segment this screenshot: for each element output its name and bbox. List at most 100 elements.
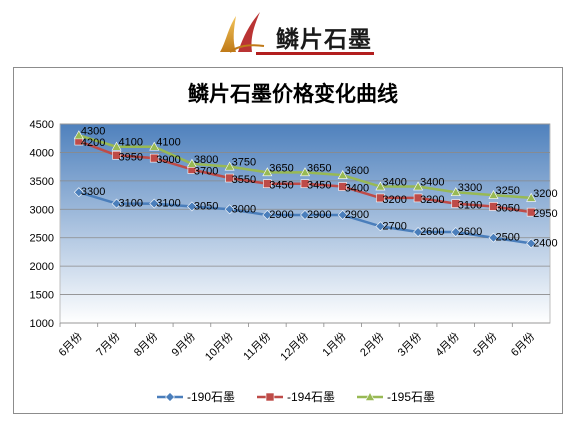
brand-header: 鳞片石墨 <box>0 0 575 62</box>
data-point <box>186 201 197 212</box>
data-label: 2900 <box>269 209 293 221</box>
data-point <box>375 181 386 191</box>
data-point <box>299 167 311 177</box>
brand-underline <box>256 52 374 55</box>
data-label: 2600 <box>458 226 482 238</box>
x-tick-label: 12月份 <box>278 330 311 363</box>
chart-legend: -190石墨 -194石墨 -195石墨 <box>157 390 435 404</box>
data-point <box>112 150 121 160</box>
data-label: 2900 <box>345 209 369 221</box>
brand-name: 鳞片石墨 <box>276 26 372 53</box>
data-label: 2700 <box>382 220 406 232</box>
data-label: 4100 <box>156 137 180 149</box>
data-label: 3650 <box>307 162 331 174</box>
x-tick-label: 5月份 <box>471 330 500 359</box>
data-point <box>300 179 310 188</box>
data-label: 2500 <box>495 232 519 244</box>
data-point <box>376 193 385 203</box>
data-label: 3450 <box>269 180 293 192</box>
data-point <box>450 187 461 197</box>
data-label: 4200 <box>81 137 105 149</box>
data-point <box>263 179 272 188</box>
data-point <box>488 232 499 243</box>
x-tick-label: 3月份 <box>395 330 424 359</box>
y-tick-label: 4000 <box>30 147 54 159</box>
data-point <box>300 210 310 220</box>
data-point <box>224 161 235 171</box>
data-label: 3650 <box>269 162 293 174</box>
legend-marker <box>364 391 376 401</box>
data-label: 4300 <box>81 125 105 137</box>
data-label: 3450 <box>307 180 331 192</box>
data-label: 3600 <box>345 165 369 177</box>
data-label: 3100 <box>156 198 180 210</box>
data-label: 3100 <box>119 198 143 210</box>
data-point <box>526 207 536 217</box>
x-tick-label: 1月份 <box>320 330 349 359</box>
data-label: 3000 <box>232 203 256 215</box>
data-point <box>338 182 347 191</box>
data-label: 4100 <box>119 137 143 149</box>
y-tick-label: 3000 <box>30 204 54 216</box>
y-tick-label: 4500 <box>30 119 54 131</box>
x-tick-label: 2月份 <box>357 330 386 359</box>
data-label: 2950 <box>533 208 557 220</box>
x-tick-label: 8月份 <box>131 330 160 359</box>
data-point <box>224 204 235 215</box>
data-label: 3950 <box>119 151 143 163</box>
data-label: 3400 <box>345 183 369 195</box>
data-label: 3300 <box>81 186 105 198</box>
price-chart: 鳞片石墨价格变化曲线 1000 1500 2000 2500 3000 3500 4000 4… <box>30 81 558 404</box>
y-tick-label: 3500 <box>30 176 54 188</box>
x-tick-label: 6月份 <box>508 330 537 359</box>
data-point <box>149 141 160 151</box>
data-point <box>413 181 424 191</box>
x-tick-label: 7月份 <box>94 330 123 359</box>
data-point <box>225 173 234 183</box>
data-point <box>337 210 348 220</box>
data-label: 2600 <box>420 226 444 238</box>
chart-title: 鳞片石墨价格变化曲线 <box>188 81 398 106</box>
data-point <box>450 227 461 237</box>
data-point <box>262 210 273 220</box>
data-label: 3250 <box>495 185 519 197</box>
data-point <box>262 167 273 177</box>
data-label: 3300 <box>458 182 482 194</box>
data-point <box>186 158 197 168</box>
data-point <box>451 199 461 208</box>
legend-label: -190石墨 <box>187 390 235 404</box>
data-label: 3550 <box>232 174 256 186</box>
data-label: 3050 <box>495 202 519 214</box>
data-label: 3200 <box>382 194 406 206</box>
legend-label: -194石墨 <box>287 390 335 404</box>
data-point <box>413 193 423 203</box>
legend-marker <box>265 392 275 402</box>
y-tick-label: 1500 <box>30 290 54 302</box>
data-point <box>149 198 160 209</box>
legend-label: -195石墨 <box>387 390 435 404</box>
x-tick-label: 11月份 <box>241 330 274 363</box>
brand-logo-mark <box>220 12 265 53</box>
data-label: 3700 <box>194 165 218 177</box>
data-point <box>526 192 537 202</box>
data-point <box>489 202 498 211</box>
data-point <box>73 130 84 140</box>
data-label: 3800 <box>194 154 218 166</box>
data-point <box>413 227 424 237</box>
data-point <box>111 198 122 209</box>
y-tick-label: 1000 <box>30 318 54 330</box>
data-label: 3400 <box>382 177 406 189</box>
data-label: 3400 <box>420 177 444 189</box>
data-label: 3900 <box>156 154 180 166</box>
data-point <box>488 189 499 199</box>
x-tick-label: 10月份 <box>202 330 235 363</box>
data-point <box>375 221 386 232</box>
legend-marker <box>165 392 175 402</box>
data-label: 2900 <box>307 209 331 221</box>
data-label: 2400 <box>533 237 557 249</box>
x-tick-label: 9月份 <box>169 330 198 359</box>
data-point <box>337 170 348 179</box>
data-label: 3100 <box>458 200 482 212</box>
data-point <box>111 141 122 151</box>
x-tick-label: 6月份 <box>56 330 85 359</box>
